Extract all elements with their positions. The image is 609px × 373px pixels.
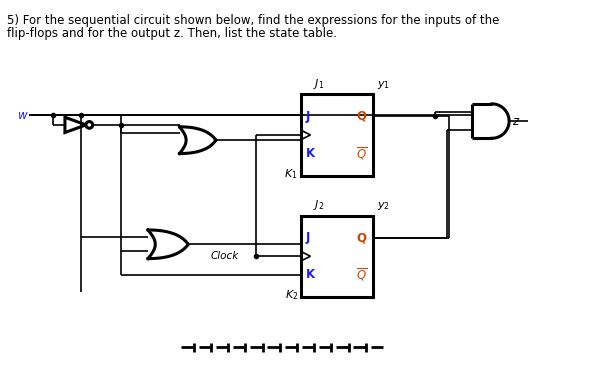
Circle shape — [86, 122, 93, 128]
Text: J: J — [306, 110, 310, 123]
Text: $y_2$: $y_2$ — [378, 200, 390, 212]
Text: Clock: Clock — [211, 251, 239, 261]
Text: flip-flops and for the output z. Then, list the state table.: flip-flops and for the output z. Then, l… — [7, 26, 337, 40]
Text: 5) For the sequential circuit shown below, find the expressions for the inputs o: 5) For the sequential circuit shown belo… — [7, 14, 499, 27]
Text: $w$: $w$ — [17, 109, 29, 122]
Text: $J_1$: $J_1$ — [313, 76, 325, 91]
Text: Q: Q — [357, 110, 367, 123]
Text: $z$: $z$ — [512, 115, 520, 128]
Text: $\overline{Q}$: $\overline{Q}$ — [356, 267, 367, 283]
Bar — [301, 216, 373, 297]
Text: $y_1$: $y_1$ — [378, 78, 390, 91]
Text: Q: Q — [357, 231, 367, 244]
Text: J: J — [306, 231, 310, 244]
Text: $K_1$: $K_1$ — [284, 167, 298, 181]
Text: $\overline{Q}$: $\overline{Q}$ — [356, 145, 367, 162]
Text: $J_2$: $J_2$ — [313, 198, 325, 212]
Text: K: K — [306, 147, 315, 160]
Text: $K_2$: $K_2$ — [284, 288, 298, 302]
Text: K: K — [306, 269, 315, 281]
Bar — [301, 94, 373, 176]
